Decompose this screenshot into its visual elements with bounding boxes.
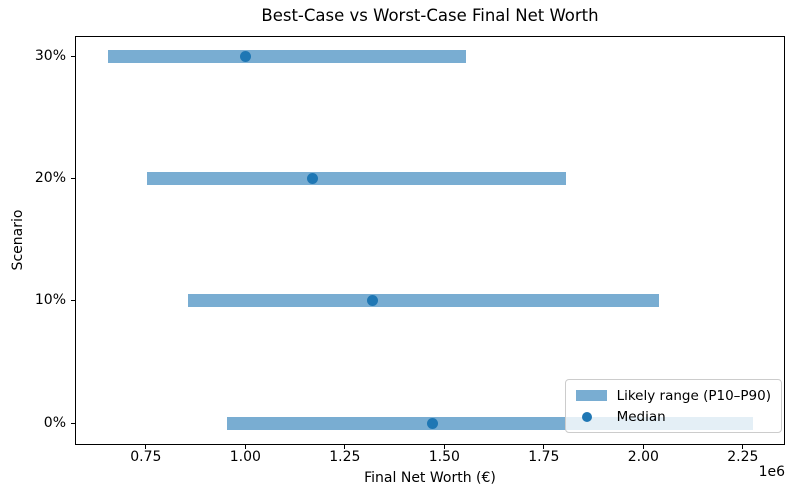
median-dot	[367, 295, 379, 307]
chart-title: Best-Case vs Worst-Case Final Net Worth	[261, 6, 599, 25]
legend-entry-median: Median	[576, 406, 771, 427]
x-tick-label: 1.00	[229, 449, 261, 465]
plot-area	[75, 36, 785, 445]
x-tick	[742, 445, 744, 449]
y-tick-label: 20%	[34, 170, 66, 187]
y-tick-label: 0%	[43, 414, 66, 431]
legend-entry-range: Likely range (P10–P90)	[575, 385, 771, 406]
range-bar-swatch-icon	[575, 390, 607, 401]
x-tick	[244, 445, 246, 449]
legend-label-median: Median	[616, 408, 666, 425]
x-tick-label: 0.75	[130, 449, 162, 465]
x-axis-label: Final Net Worth (€)	[364, 470, 496, 486]
y-tick	[71, 178, 75, 180]
range-bar	[108, 50, 467, 64]
legend: Likely range (P10–P90) Median	[564, 379, 782, 433]
median-dot-swatch-icon	[581, 411, 592, 422]
median-dot	[239, 51, 251, 63]
x-tick-label: 1.50	[428, 449, 460, 465]
range-bar	[187, 294, 660, 308]
x-tick-label: 1.75	[528, 449, 560, 465]
x-tick	[344, 445, 346, 449]
x-axis-offset-label: 1e6	[758, 464, 785, 480]
median-dot	[426, 417, 438, 429]
y-tick	[71, 56, 75, 58]
x-tick-label: 2.00	[627, 449, 659, 465]
legend-label-range: Likely range (P10–P90)	[616, 387, 771, 404]
range-bar	[147, 172, 566, 186]
x-tick-label: 1.25	[329, 449, 361, 465]
x-tick-label: 2.25	[727, 449, 759, 465]
median-dot	[307, 173, 319, 185]
x-tick	[145, 445, 147, 449]
y-tick-label: 30%	[34, 48, 66, 65]
y-tick	[71, 300, 75, 302]
y-tick-label: 10%	[34, 292, 66, 309]
y-tick	[71, 422, 75, 424]
x-tick	[543, 445, 545, 449]
x-tick	[642, 445, 644, 449]
x-tick	[443, 445, 445, 449]
